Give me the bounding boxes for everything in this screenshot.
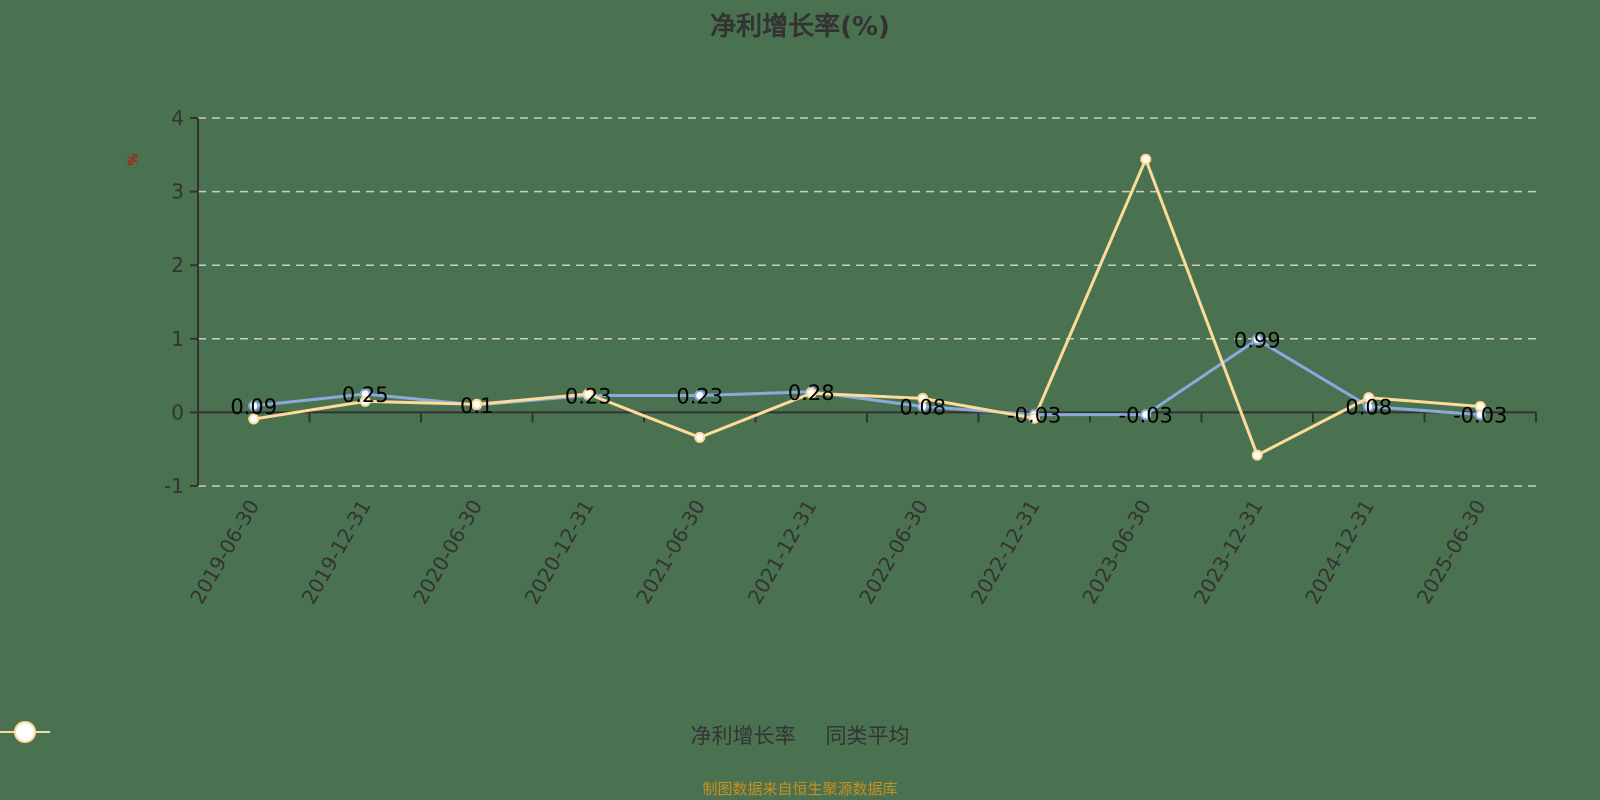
legend-marker-yellow-icon bbox=[0, 721, 50, 743]
data-point[interactable] bbox=[1474, 401, 1486, 413]
legend: 净利增长率 同类平均 bbox=[0, 720, 1600, 750]
line-chart: -1 0 1 2 3 4 2019-06-30 2019-12-31 2020-06-30 202… bbox=[164, 106, 1537, 609]
y-tick-label: 4 bbox=[171, 106, 184, 130]
data-point[interactable] bbox=[471, 398, 483, 410]
data-point[interactable] bbox=[694, 389, 706, 401]
x-tick-label: 2019-06-30 bbox=[185, 496, 264, 609]
y-tick-label: -1 bbox=[164, 474, 184, 498]
data-label: 0.23 bbox=[676, 384, 723, 408]
x-tick-label: 2022-12-31 bbox=[966, 496, 1045, 609]
data-point[interactable] bbox=[1251, 334, 1263, 346]
x-tick-label: 2020-12-31 bbox=[520, 496, 599, 609]
x-tick-label: 2025-06-30 bbox=[1412, 496, 1491, 609]
data-label: 0.08 bbox=[899, 396, 946, 420]
series-line bbox=[253, 155, 1481, 458]
y-tick-label: 3 bbox=[171, 180, 184, 204]
x-tick-label: 2021-06-30 bbox=[631, 496, 710, 609]
chart-title: 净利增长率(%) bbox=[710, 12, 890, 42]
data-label: 0.28 bbox=[788, 381, 835, 405]
data-label: 0.1 bbox=[460, 394, 493, 418]
x-tick-label: 2024-12-31 bbox=[1300, 496, 1379, 609]
data-label: 0.09 bbox=[230, 395, 277, 419]
data-point[interactable] bbox=[1028, 412, 1040, 424]
data-label: 0.23 bbox=[565, 384, 612, 408]
data-point[interactable] bbox=[1363, 392, 1375, 404]
data-label: 0.25 bbox=[342, 383, 389, 407]
x-tick-label: 2023-06-30 bbox=[1077, 496, 1156, 609]
x-tick-label: 2021-12-31 bbox=[743, 496, 822, 609]
data-label: -0.03 bbox=[1119, 404, 1173, 428]
legend-label: 净利增长率 bbox=[690, 724, 796, 748]
data-point[interactable] bbox=[805, 387, 817, 399]
data-point[interactable] bbox=[1140, 409, 1152, 421]
legend-item-net-profit-growth[interactable]: 净利增长率 bbox=[0, 720, 796, 750]
y-tick-label: 2 bbox=[171, 253, 184, 277]
y-tick-label: 1 bbox=[171, 327, 184, 351]
data-point[interactable] bbox=[582, 388, 594, 400]
data-label: 0.99 bbox=[1234, 329, 1281, 353]
data-point[interactable] bbox=[1251, 449, 1263, 461]
data-point[interactable] bbox=[359, 395, 371, 407]
x-tick-label: 2020-06-30 bbox=[408, 496, 487, 609]
y-tick-label: 0 bbox=[171, 400, 184, 424]
data-point[interactable] bbox=[248, 400, 260, 412]
data-label: 0.08 bbox=[1345, 396, 1392, 420]
legend-label: 同类平均 bbox=[825, 724, 910, 748]
x-tick-label: 2019-12-31 bbox=[297, 496, 376, 609]
data-source-footer: 制图数据来自恒生聚源数据库 bbox=[702, 780, 898, 798]
data-label: -0.03 bbox=[1453, 404, 1507, 428]
x-tick-label: 2023-12-31 bbox=[1189, 496, 1268, 609]
data-point[interactable] bbox=[248, 413, 260, 425]
data-point[interactable] bbox=[694, 431, 706, 443]
data-point[interactable] bbox=[917, 392, 929, 404]
x-tick-label: 2022-06-30 bbox=[854, 496, 933, 609]
data-point[interactable] bbox=[1140, 153, 1152, 165]
data-label: -0.03 bbox=[1007, 404, 1061, 428]
legend-item-peer-average[interactable]: 同类平均 bbox=[0, 720, 910, 750]
